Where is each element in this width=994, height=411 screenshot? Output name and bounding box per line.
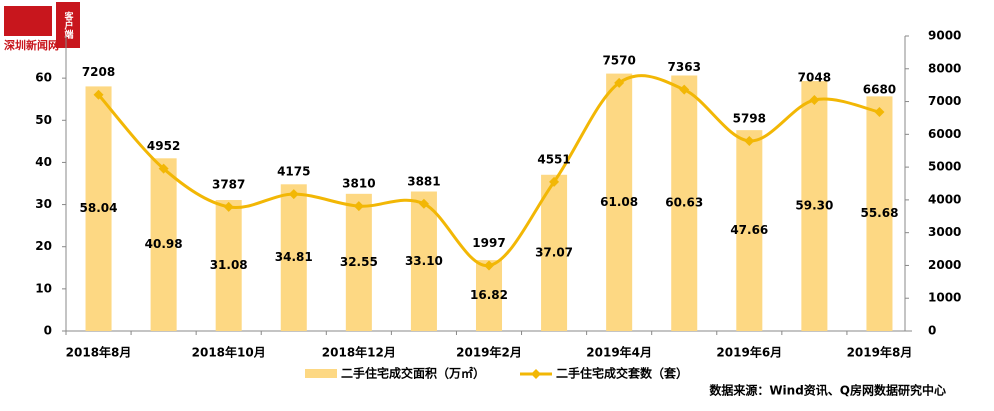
bar — [671, 75, 698, 331]
line-marker — [744, 135, 755, 146]
line-label: 3787 — [212, 177, 245, 191]
x-tick-label: 2019年6月 — [716, 345, 782, 360]
bar-label: 60.63 — [665, 196, 703, 210]
y-tick-label: 20 — [35, 239, 52, 253]
y2-tick-label: 6000 — [928, 127, 961, 141]
bar-label: 32.55 — [340, 255, 378, 269]
line-marker — [353, 201, 364, 212]
line-label: 1997 — [472, 236, 505, 250]
y2-tick-label: 1000 — [928, 291, 961, 305]
x-tick-label: 2019年2月 — [456, 345, 522, 360]
bar-label: 59.30 — [795, 199, 833, 213]
line-marker — [809, 94, 820, 105]
y2-tick-label: 7000 — [928, 94, 961, 108]
line-marker — [549, 176, 560, 187]
bar — [215, 200, 242, 331]
line-marker — [418, 198, 429, 209]
legend-label: 二手住宅成交套数（套） — [556, 366, 688, 381]
line-label: 3881 — [407, 174, 440, 188]
x-tick-label: 2018年12月 — [322, 345, 396, 360]
line-marker — [158, 163, 169, 174]
line-marker — [288, 189, 299, 200]
y2-tick-label: 9000 — [928, 29, 961, 43]
y-tick-label: 40 — [35, 155, 52, 169]
line-label: 6680 — [863, 83, 896, 97]
bar — [345, 193, 372, 331]
y-tick-label: 0 — [44, 324, 52, 338]
line-label: 7363 — [668, 60, 701, 74]
bar — [475, 260, 503, 331]
bar-label: 61.08 — [600, 195, 638, 209]
x-tick-label: 2019年4月 — [586, 345, 652, 360]
y2-tick-label: 5000 — [928, 160, 961, 174]
legend-label: 二手住宅成交面积（万㎡） — [341, 366, 485, 381]
bar-label: 37.07 — [535, 245, 573, 259]
y2-tick-label: 4000 — [928, 192, 961, 206]
bar — [736, 130, 763, 331]
logo-badge: 客户端 — [63, 10, 75, 39]
bar-label: 55.68 — [860, 206, 898, 220]
line-marker — [614, 77, 625, 88]
bar — [866, 96, 893, 331]
y-tick-label: 60 — [35, 71, 52, 85]
y2-tick-label: 2000 — [928, 258, 961, 272]
line-marker — [93, 89, 104, 100]
bar — [606, 73, 633, 331]
logo-text: 深圳新闻网 — [4, 38, 59, 52]
line-label: 4551 — [537, 152, 570, 166]
bar — [541, 174, 568, 331]
line-label: 5798 — [733, 111, 766, 125]
legend-swatch — [305, 369, 337, 378]
bar — [280, 184, 307, 331]
line-marker — [874, 107, 885, 118]
line-label: 3810 — [342, 177, 375, 191]
line-marker — [679, 84, 690, 95]
logo-badge-bg — [56, 2, 80, 48]
line-marker — [484, 260, 494, 271]
bar-label: 31.08 — [210, 258, 248, 272]
bar-label: 34.81 — [275, 250, 313, 264]
bar — [801, 81, 828, 331]
bar-label: 40.98 — [145, 237, 183, 251]
x-tick-label: 2018年8月 — [66, 345, 132, 360]
bar-label: 16.82 — [470, 288, 508, 302]
bar — [150, 158, 177, 331]
line-label: 7208 — [82, 65, 115, 79]
bar-label: 33.10 — [405, 254, 443, 268]
y2-tick-label: 0 — [928, 324, 936, 338]
logo-icon — [4, 6, 52, 36]
bar — [410, 191, 437, 331]
line-label: 7570 — [602, 53, 635, 67]
line-label: 4952 — [147, 139, 180, 153]
bar-label: 47.66 — [730, 223, 768, 237]
x-tick-label: 2019年8月 — [847, 345, 913, 360]
y-tick-label: 10 — [35, 281, 52, 295]
y-tick-label: 50 — [35, 113, 52, 127]
y-tick-label: 30 — [35, 197, 52, 211]
bar-label: 58.04 — [80, 201, 118, 215]
y2-tick-label: 3000 — [928, 225, 961, 239]
bar — [85, 86, 112, 331]
line-marker — [223, 201, 234, 212]
x-tick-label: 2018年10月 — [192, 345, 266, 360]
source: 数据来源：Wind资讯、Q房网数据研究中心 — [709, 383, 946, 398]
line-label: 4175 — [277, 165, 310, 179]
legend-swatch — [531, 369, 541, 379]
line-label: 7048 — [798, 70, 831, 84]
y2-tick-label: 8000 — [928, 61, 961, 75]
